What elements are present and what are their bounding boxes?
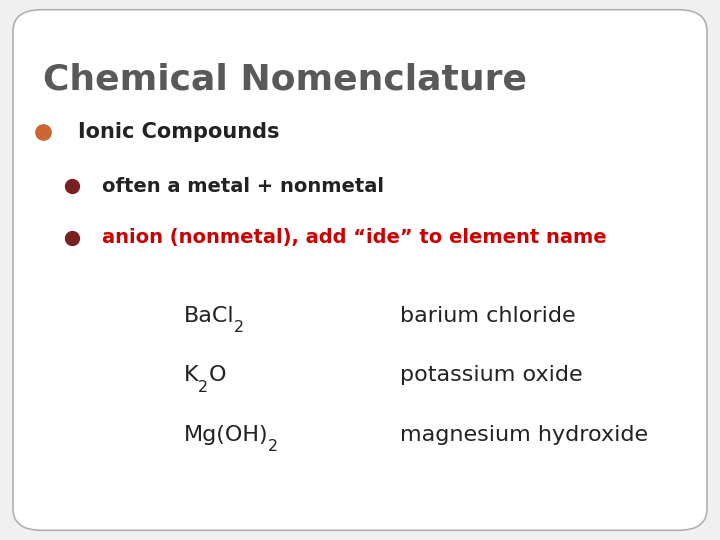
Text: BaCl: BaCl xyxy=(184,306,234,326)
Text: Ionic Compounds: Ionic Compounds xyxy=(78,122,279,143)
Text: potassium oxide: potassium oxide xyxy=(400,365,582,386)
Text: barium chloride: barium chloride xyxy=(400,306,575,326)
Text: 2: 2 xyxy=(234,320,244,335)
FancyBboxPatch shape xyxy=(13,10,707,530)
Text: often a metal + nonmetal: often a metal + nonmetal xyxy=(102,177,384,196)
Text: anion (nonmetal), add “ide” to element name: anion (nonmetal), add “ide” to element n… xyxy=(102,228,607,247)
Text: Mg(OH): Mg(OH) xyxy=(184,424,269,445)
Text: 2: 2 xyxy=(269,439,279,454)
Text: K: K xyxy=(184,365,198,386)
Text: 2: 2 xyxy=(198,380,208,395)
Text: O: O xyxy=(208,365,226,386)
Text: Chemical Nomenclature: Chemical Nomenclature xyxy=(43,62,527,96)
Text: magnesium hydroxide: magnesium hydroxide xyxy=(400,424,648,445)
